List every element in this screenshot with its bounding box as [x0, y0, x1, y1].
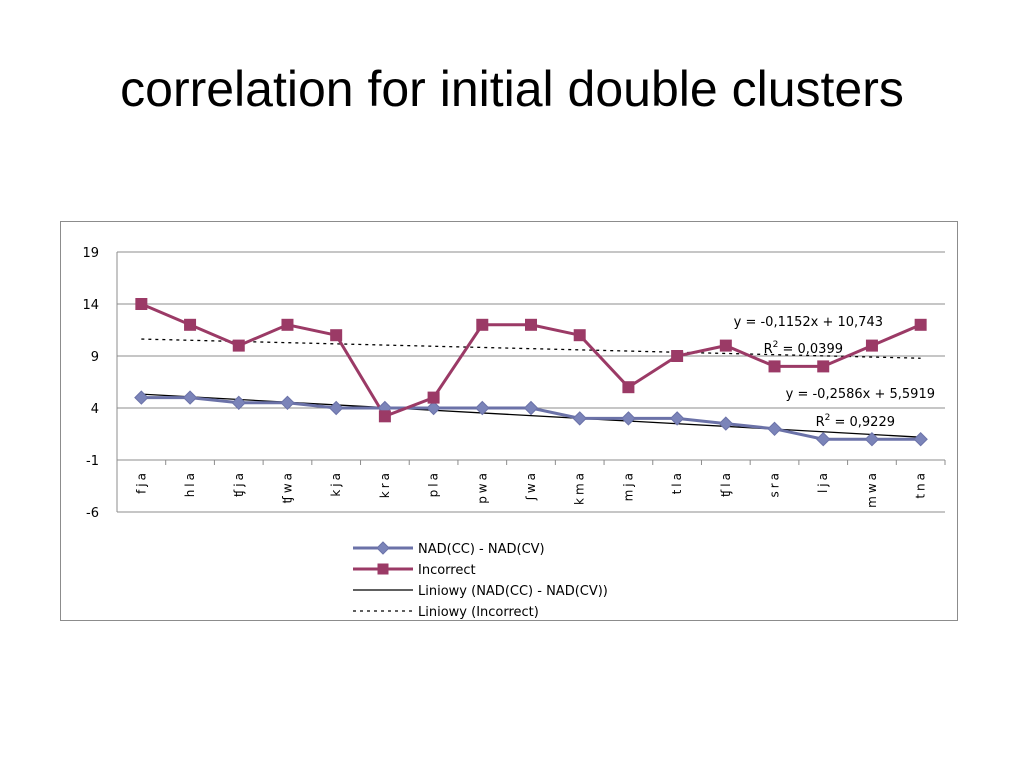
data-point-nad — [572, 411, 587, 426]
category-label: mja — [621, 470, 635, 501]
data-point-incorrect — [768, 360, 781, 373]
category-label: hla — [183, 470, 197, 497]
category-label: lja — [816, 470, 830, 493]
line-chart: 19 14 9 4 -1 -6 fja hla ʧja ʧwa kja kra pla pwa ʃwa kma… — [82, 246, 946, 620]
category-label: kja — [329, 470, 343, 497]
data-point-nad — [328, 400, 344, 416]
data-point-incorrect — [330, 329, 343, 342]
chart-frame: 19 14 9 4 -1 -6 fja hla ʧja ʧwa kja kra pla pwa ʃwa kma… — [60, 221, 958, 621]
data-point-nad — [231, 395, 246, 411]
data-point-incorrect — [135, 298, 148, 310]
data-point-incorrect — [865, 339, 878, 352]
data-point-incorrect — [914, 318, 927, 331]
data-point-nad — [767, 421, 782, 437]
data-point-incorrect — [378, 410, 391, 423]
y-tick-label: -6 — [86, 506, 99, 521]
category-label: ʧwa — [280, 470, 294, 504]
data-point-incorrect — [281, 318, 294, 331]
y-tick-label: -1 — [86, 454, 99, 469]
category-label: fja — [134, 470, 148, 494]
y-tick-label: 14 — [82, 298, 99, 313]
data-point-incorrect — [671, 350, 684, 362]
category-label: kra — [378, 470, 392, 498]
trendline-equation-incorrect: y = -0,1152x + 10,743 — [734, 315, 883, 330]
y-tick-label: 9 — [91, 350, 99, 365]
category-label: ʃwa — [524, 470, 538, 501]
data-point-nad — [864, 431, 880, 447]
category-label: ʧja — [232, 470, 246, 497]
category-label: mwa — [865, 470, 879, 508]
data-point-nad — [718, 416, 734, 431]
data-point-incorrect — [232, 339, 245, 352]
r-squared-incorrect: R2 = 0,0399 — [764, 340, 843, 357]
data-point-incorrect — [525, 318, 537, 331]
data-point-nad — [475, 400, 490, 416]
data-point-nad — [913, 431, 928, 447]
legend-item-incorrect: Incorrect — [418, 563, 476, 578]
r-squared-nad: R2 = 0,9229 — [816, 413, 895, 430]
category-label: pwa — [475, 470, 489, 504]
trendline-equation-nad: y = -0,2586x + 5,5919 — [786, 387, 935, 402]
category-label: tna — [914, 470, 928, 499]
y-tick-label: 4 — [91, 402, 99, 417]
legend-swatch-marker — [376, 541, 390, 555]
legend-item-nad: NAD(CC) - NAD(CV) — [418, 542, 545, 557]
data-point-nad — [426, 400, 441, 416]
data-point-nad — [280, 395, 295, 411]
legend-item-trend-nad: Liniowy (NAD(CC) - NAD(CV)) — [418, 584, 608, 599]
category-label: sra — [768, 470, 782, 498]
data-point-incorrect — [817, 360, 830, 373]
data-point-nad — [621, 411, 636, 426]
data-point-nad — [523, 400, 539, 416]
slide-title: correlation for initial double clusters — [120, 61, 904, 117]
data-point-nad — [182, 390, 198, 405]
data-point-incorrect — [427, 391, 440, 404]
legend-swatch-marker — [377, 563, 389, 575]
data-point-incorrect — [573, 329, 586, 342]
data-point-nad — [816, 431, 831, 447]
data-point-incorrect — [622, 381, 635, 394]
data-point-nad — [134, 390, 149, 405]
y-tick-label: 19 — [82, 246, 99, 261]
category-label: tla — [670, 470, 684, 494]
data-point-incorrect — [476, 318, 489, 331]
data-point-incorrect — [719, 339, 732, 352]
category-label: kma — [573, 470, 587, 505]
category-label: ʧla — [719, 470, 733, 497]
data-point-nad — [669, 411, 685, 426]
category-label: pla — [427, 470, 441, 497]
legend-item-trend-incorrect: Liniowy (Incorrect) — [418, 605, 539, 620]
data-point-incorrect — [184, 318, 197, 331]
